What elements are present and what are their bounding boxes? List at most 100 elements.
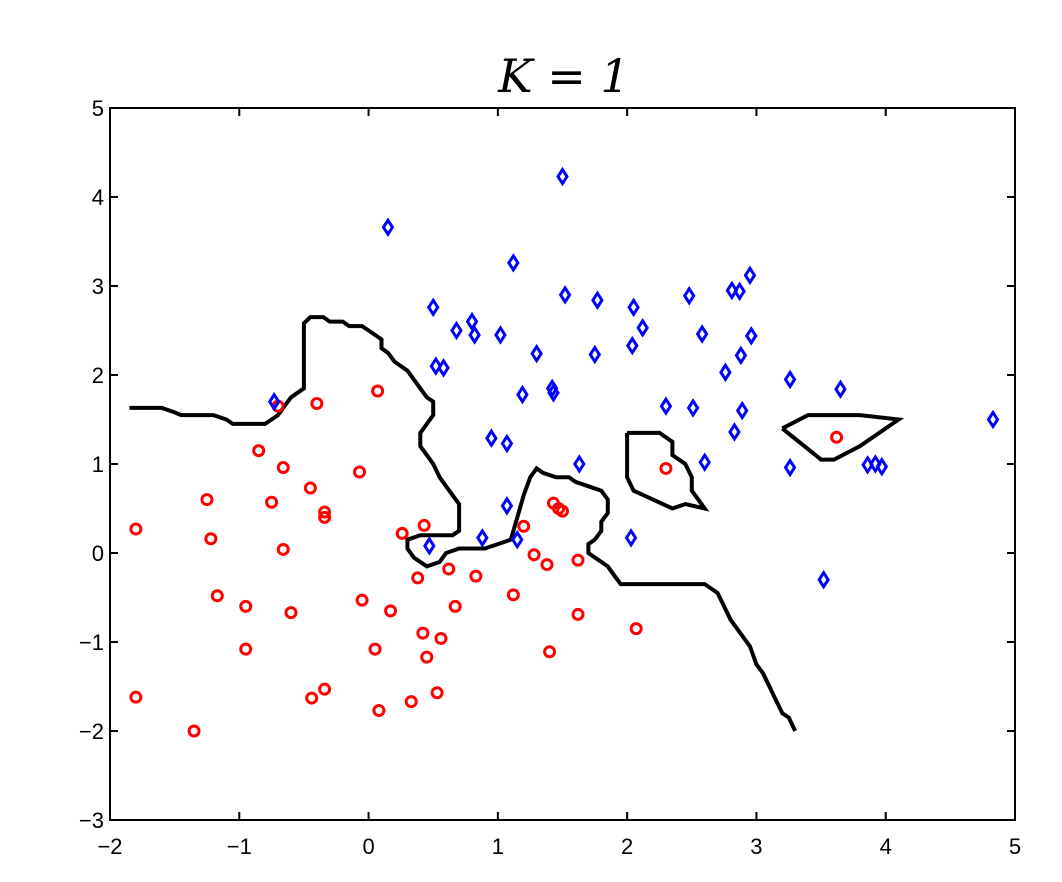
boundary-layer bbox=[129, 315, 905, 732]
y-tick-label: 0 bbox=[92, 541, 104, 566]
point-diamond-9 bbox=[558, 285, 572, 305]
point-circle-42 bbox=[305, 691, 319, 705]
point-diamond-20 bbox=[744, 326, 758, 346]
point-diamond-18 bbox=[588, 344, 602, 365]
point-diamond-11 bbox=[627, 297, 640, 318]
point-circle-21 bbox=[411, 571, 425, 585]
point-diamond-27 bbox=[545, 378, 559, 399]
point-circle-24 bbox=[506, 588, 520, 602]
point-diamond-15 bbox=[733, 281, 746, 302]
decision-boundary-1 bbox=[129, 315, 798, 732]
point-circle-10 bbox=[318, 505, 332, 519]
point-diamond-47 bbox=[624, 528, 638, 548]
point-circle-17 bbox=[239, 599, 253, 613]
point-circle-22 bbox=[442, 562, 456, 576]
point-diamond-44 bbox=[500, 496, 514, 516]
point-diamond-39 bbox=[783, 457, 797, 478]
point-circle-40 bbox=[543, 645, 557, 659]
point-diamond-21 bbox=[734, 345, 748, 366]
x-tick-label: 3 bbox=[750, 834, 762, 859]
point-circle-45 bbox=[404, 695, 418, 709]
point-circle-8 bbox=[265, 495, 279, 509]
point-diamond-2 bbox=[507, 253, 520, 273]
point-circle-49 bbox=[830, 430, 844, 444]
point-diamond-45 bbox=[476, 528, 489, 548]
point-diamond-48 bbox=[423, 536, 436, 556]
y-tick-label: 5 bbox=[92, 96, 104, 121]
point-diamond-34 bbox=[728, 422, 741, 442]
point-circle-44 bbox=[372, 704, 386, 718]
point-diamond-32 bbox=[686, 398, 700, 418]
point-diamond-5 bbox=[465, 311, 479, 332]
point-circle-5 bbox=[276, 461, 290, 475]
point-circle-27 bbox=[571, 553, 585, 567]
points-layer bbox=[129, 166, 1000, 738]
y-tick-label: −1 bbox=[79, 630, 104, 655]
point-diamond-46 bbox=[510, 529, 524, 550]
decision-boundary-2 bbox=[625, 430, 710, 512]
point-diamond-4 bbox=[426, 297, 440, 318]
point-diamond-13 bbox=[682, 286, 696, 306]
point-circle-35 bbox=[448, 599, 462, 613]
point-diamond-10 bbox=[591, 290, 604, 311]
point-circle-41 bbox=[129, 690, 143, 704]
y-tick-label: 2 bbox=[92, 363, 104, 388]
point-diamond-37 bbox=[573, 454, 586, 474]
point-circle-43 bbox=[318, 682, 332, 696]
y-tick-label: 1 bbox=[92, 452, 104, 477]
point-diamond-19 bbox=[530, 343, 543, 364]
point-circle-11 bbox=[318, 510, 332, 524]
point-circle-16 bbox=[210, 589, 224, 603]
y-tick-label: 3 bbox=[92, 274, 104, 299]
point-diamond-30 bbox=[267, 391, 281, 412]
point-diamond-17 bbox=[626, 335, 639, 356]
point-diamond-22 bbox=[719, 362, 732, 383]
point-circle-26 bbox=[540, 558, 554, 572]
point-diamond-0 bbox=[556, 166, 569, 187]
point-circle-37 bbox=[420, 650, 434, 664]
decision-boundary-3 bbox=[781, 413, 905, 462]
point-circle-15 bbox=[276, 542, 290, 556]
point-circle-0 bbox=[129, 522, 143, 536]
point-diamond-16 bbox=[695, 324, 709, 344]
point-diamond-38 bbox=[698, 452, 711, 472]
point-circle-14 bbox=[204, 532, 218, 546]
point-diamond-23 bbox=[429, 356, 443, 376]
point-circle-36 bbox=[368, 642, 382, 656]
point-diamond-1 bbox=[381, 217, 395, 238]
point-diamond-3 bbox=[743, 265, 757, 286]
x-tick-label: 4 bbox=[880, 834, 892, 859]
point-circle-9 bbox=[303, 481, 317, 495]
point-diamond-35 bbox=[485, 428, 498, 448]
point-diamond-29 bbox=[834, 379, 847, 400]
y-axis: −3 −2 −1 0 1 2 3 4 5 bbox=[79, 96, 1015, 833]
point-diamond-31 bbox=[659, 396, 673, 416]
x-axis: −2 −1 0 1 2 3 4 5 bbox=[97, 108, 1021, 859]
point-circle-12 bbox=[395, 526, 409, 540]
point-diamond-25 bbox=[516, 384, 529, 405]
point-circle-46 bbox=[430, 686, 444, 700]
point-diamond-6 bbox=[450, 320, 463, 341]
point-diamond-33 bbox=[735, 400, 749, 421]
point-circle-20 bbox=[384, 604, 398, 618]
point-diamond-8 bbox=[494, 325, 507, 345]
point-diamond-49 bbox=[817, 569, 830, 590]
point-circle-7 bbox=[200, 493, 214, 507]
point-diamond-36 bbox=[500, 433, 514, 454]
x-tick-label: 0 bbox=[362, 834, 374, 859]
point-circle-19 bbox=[355, 593, 369, 607]
point-circle-47 bbox=[187, 724, 201, 738]
point-circle-6 bbox=[353, 465, 367, 479]
point-circle-38 bbox=[571, 607, 585, 621]
point-circle-32 bbox=[239, 642, 253, 656]
point-diamond-12 bbox=[636, 318, 649, 338]
point-circle-28 bbox=[517, 519, 531, 533]
point-circle-2 bbox=[310, 396, 324, 410]
point-diamond-14 bbox=[725, 280, 739, 301]
point-diamond-24 bbox=[437, 358, 450, 378]
x-tick-label: −2 bbox=[97, 834, 122, 859]
point-diamond-42 bbox=[875, 456, 889, 477]
point-circle-13 bbox=[417, 518, 431, 532]
point-circle-4 bbox=[252, 444, 266, 458]
